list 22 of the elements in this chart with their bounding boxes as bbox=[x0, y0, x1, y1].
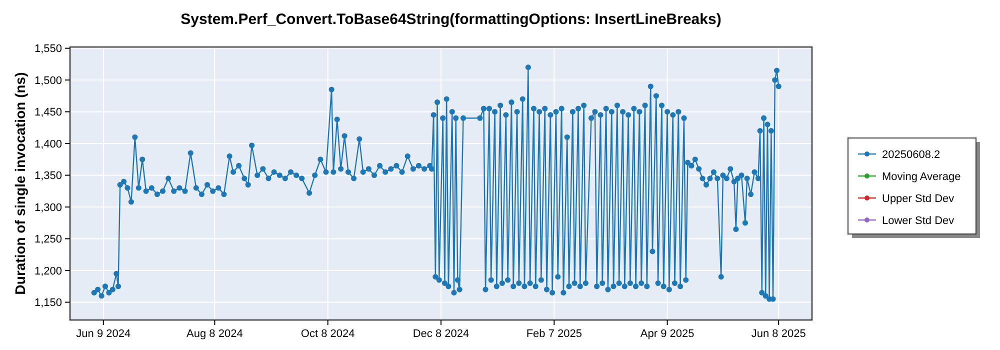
x-tick-label: Jun 8 2025 bbox=[751, 328, 806, 340]
y-tick-label: 1,250 bbox=[34, 234, 62, 246]
x-tick-label: Oct 8 2024 bbox=[300, 328, 355, 340]
x-tick-label: Apr 9 2025 bbox=[640, 328, 694, 340]
x-tick-label: Aug 8 2024 bbox=[186, 328, 243, 340]
y-tick-label: 1,300 bbox=[34, 202, 62, 214]
legend-label: Lower Std Dev bbox=[882, 214, 955, 227]
y-tick-label: 1,450 bbox=[34, 106, 62, 119]
legend-label: Upper Std Dev bbox=[882, 192, 955, 205]
legend-label: Moving Average bbox=[882, 170, 961, 183]
y-tick-label: 1,350 bbox=[34, 170, 62, 182]
y-axis-title: Duration of single invocation (ns) bbox=[12, 72, 28, 295]
y-tick-label: 1,150 bbox=[34, 297, 62, 310]
y-tick-label: 1,500 bbox=[34, 74, 62, 87]
x-tick-label: Dec 8 2024 bbox=[412, 328, 470, 340]
chart-title: System.Perf_Convert.ToBase64String(formattingOptions: InsertLineBreaks) bbox=[180, 11, 722, 28]
y-tick-label: 1,550 bbox=[34, 43, 62, 56]
y-tick-label: 1,200 bbox=[34, 265, 62, 278]
x-tick-label: Jun 9 2024 bbox=[76, 328, 131, 340]
x-tick-label: Feb 7 2025 bbox=[526, 328, 582, 340]
y-tick-label: 1,400 bbox=[34, 138, 62, 150]
legend-label: 20250608.2 bbox=[882, 148, 940, 161]
